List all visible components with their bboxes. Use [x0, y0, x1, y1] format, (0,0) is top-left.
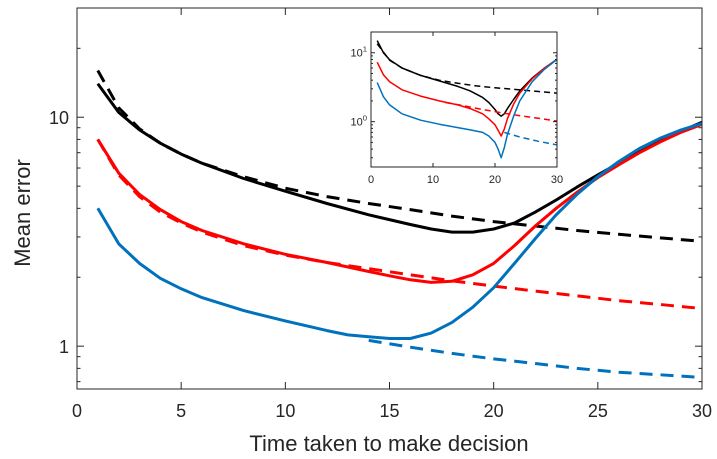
inset-x-tick-label: 10 [427, 174, 439, 186]
inset-x-tick-label: 30 [551, 174, 563, 186]
inset-axes-frame [370, 31, 558, 168]
main-y-tick-label: 1 [59, 337, 69, 357]
main-x-tick-label: 20 [484, 401, 504, 421]
inset-series-3-dashed-line [445, 101, 558, 122]
main-x-tick-label: 25 [588, 401, 608, 421]
inset-series-4-solid-line [376, 58, 558, 137]
inset-series-2-solid-line [376, 40, 558, 117]
main-series-3-dashed-line [96, 138, 703, 310]
main-x-tick-label: 30 [692, 401, 712, 421]
inset-x-tick-label: 20 [489, 174, 501, 186]
y-axis-label: Mean error [10, 159, 35, 267]
inset-y-tick-label: 100 [350, 114, 367, 129]
inset-plot: 0 10 20 30 100 101 [350, 31, 563, 186]
inset-x-tick-label: 0 [368, 174, 374, 186]
main-x-tick-label: 15 [379, 401, 399, 421]
x-axis-label: Time taken to make decision [249, 431, 528, 456]
main-x-tick-label: 0 [72, 401, 82, 421]
main-series-4-solid-line [96, 122, 703, 284]
inset-y-tick-label: 101 [350, 45, 367, 60]
main-series-6-solid-line [96, 121, 703, 340]
inset-series-6-solid-line [376, 58, 558, 159]
inset-series-5-dashed-line [504, 131, 558, 146]
main-plot: 0 5 10 15 20 25 30 1 10 [49, 7, 712, 421]
main-x-tick-label: 10 [275, 401, 295, 421]
main-y-tick-label: 10 [49, 108, 69, 128]
main-x-tick-label: 5 [176, 401, 186, 421]
main-series-5-dashed-line [368, 338, 703, 379]
inset-background [370, 31, 558, 167]
